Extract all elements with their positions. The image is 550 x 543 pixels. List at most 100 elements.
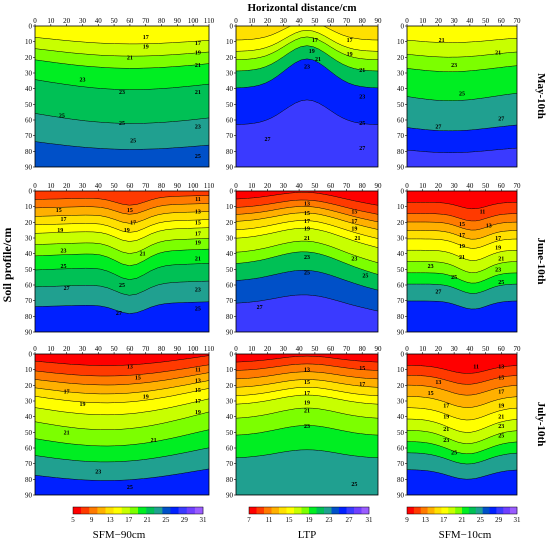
colorbar-swatch xyxy=(121,507,131,514)
y-tick-label: 30 xyxy=(25,70,33,78)
contour-panel: 0 10 20 30 40 50 60 70 80 90 0 10 20 30 40 50 60 70 80 90 13… xyxy=(226,182,382,337)
colorbar-swatch xyxy=(309,507,317,514)
contour-value-label: 19 xyxy=(459,244,465,250)
contour-line xyxy=(236,251,378,275)
y-tick-label: 50 xyxy=(226,101,234,109)
x-tick-label: 30 xyxy=(79,17,87,25)
contour-value-label: 21 xyxy=(315,57,321,63)
contour-band xyxy=(35,281,209,314)
contour-band xyxy=(236,220,378,248)
colorbar-swatch xyxy=(286,507,295,514)
contour-value-label: 23 xyxy=(304,255,310,261)
panel-frame xyxy=(406,25,518,168)
x-tick-label: 110 xyxy=(204,17,215,25)
contour-value-label: 27 xyxy=(435,289,441,295)
colorbar-swatch xyxy=(441,507,449,514)
y-tick-label: 80 xyxy=(397,148,405,156)
colorbar-swatch xyxy=(256,507,265,514)
contour-line xyxy=(236,449,378,459)
contour-value-label: 17 xyxy=(304,391,310,397)
y-tick-label: 20 xyxy=(397,219,405,227)
colorbar-swatch xyxy=(113,507,123,514)
contour-line xyxy=(236,199,378,215)
contour-value-label: 11 xyxy=(195,197,201,203)
y-tick-label: 50 xyxy=(25,429,33,437)
colorbar-tick-label: 25 xyxy=(477,516,485,524)
x-tick-label: 80 xyxy=(158,182,166,190)
y-tick-label: 60 xyxy=(397,117,405,125)
x-tick-label: 40 xyxy=(95,17,103,25)
contour-line xyxy=(35,59,209,69)
colorbar-tick-label: 17 xyxy=(125,516,133,524)
y-tick-label: 60 xyxy=(397,445,405,453)
colorbar-swatch xyxy=(482,507,490,514)
y-tick-label: 90 xyxy=(25,329,33,337)
colorbar-swatch xyxy=(271,507,280,514)
y-tick-label: 10 xyxy=(25,366,33,374)
x-tick-label: 90 xyxy=(375,17,383,25)
contour-value-label: 17 xyxy=(304,219,310,225)
contour-value-label: 23 xyxy=(451,63,457,69)
y-tick-label: 60 xyxy=(25,282,33,290)
contour-value-label: 19 xyxy=(309,49,315,55)
colorbar-swatch xyxy=(489,507,497,514)
colorbar-swatch xyxy=(81,507,90,514)
contour-value-label: 25 xyxy=(119,283,125,289)
y-tick-label: 20 xyxy=(226,382,234,390)
panel-frame xyxy=(34,190,210,333)
contour-line xyxy=(236,355,378,363)
x-tick-label: 10 xyxy=(248,345,256,353)
contour-value-label: 25 xyxy=(362,274,368,280)
contour-value-label: 27 xyxy=(257,305,263,311)
x-tick-label: 0 xyxy=(234,182,238,190)
y-tick-label: 10 xyxy=(397,203,405,211)
contour-line xyxy=(407,261,517,273)
x-tick-label: 50 xyxy=(311,17,319,25)
x-tick-label: 60 xyxy=(327,182,335,190)
x-tick-label: 10 xyxy=(47,182,55,190)
contour-band xyxy=(407,65,517,101)
y-tick-label: 60 xyxy=(397,282,405,290)
x-tick-label: 0 xyxy=(405,182,409,190)
colorbar-swatch xyxy=(97,507,106,514)
contour-band xyxy=(35,468,209,495)
contour-band xyxy=(407,148,517,167)
contour-value-label: 21 xyxy=(459,255,465,261)
y-tick-label: 60 xyxy=(226,117,234,125)
contour-value-label: 25 xyxy=(60,264,66,270)
colorbar-swatch xyxy=(468,507,477,514)
contour-value-label: 17 xyxy=(130,220,136,226)
y-tick-label: 20 xyxy=(397,382,405,390)
contour-band xyxy=(407,93,517,131)
contour-line xyxy=(35,113,209,124)
contour-band xyxy=(407,469,517,495)
contour-band xyxy=(236,206,378,230)
x-tick-label: 20 xyxy=(435,345,443,353)
x-tick-label: 0 xyxy=(234,17,238,25)
colorbar: 5 9 13 17 21 25 29 31 xyxy=(71,506,207,524)
colorbar-swatch xyxy=(420,507,428,514)
x-tick-label: 100 xyxy=(188,17,199,25)
contour-line xyxy=(407,283,517,294)
contour-value-label: 15 xyxy=(498,376,504,382)
colorbar-swatch xyxy=(324,507,332,514)
contour-band xyxy=(35,380,209,403)
y-tick-label: 80 xyxy=(397,313,405,321)
contour-line xyxy=(407,51,517,58)
contour-value-label: 21 xyxy=(64,430,70,436)
y-tick-label: 30 xyxy=(226,235,234,243)
x-tick-label: 30 xyxy=(451,345,459,353)
colorbar-frame xyxy=(248,506,370,515)
y-tick-label: 50 xyxy=(397,266,405,274)
x-tick-label: 80 xyxy=(359,17,367,25)
x-tick-label: 20 xyxy=(63,182,71,190)
contour-value-label: 19 xyxy=(79,402,85,408)
y-tick-label: 30 xyxy=(397,235,405,243)
contour-band xyxy=(35,411,209,446)
contour-value-label: 27 xyxy=(116,311,122,317)
contour-band xyxy=(236,212,378,239)
x-tick-label: 60 xyxy=(498,182,506,190)
y-tick-label: 30 xyxy=(226,70,234,78)
y-tick-label: 80 xyxy=(25,476,33,484)
x-tick-label: 10 xyxy=(419,345,427,353)
